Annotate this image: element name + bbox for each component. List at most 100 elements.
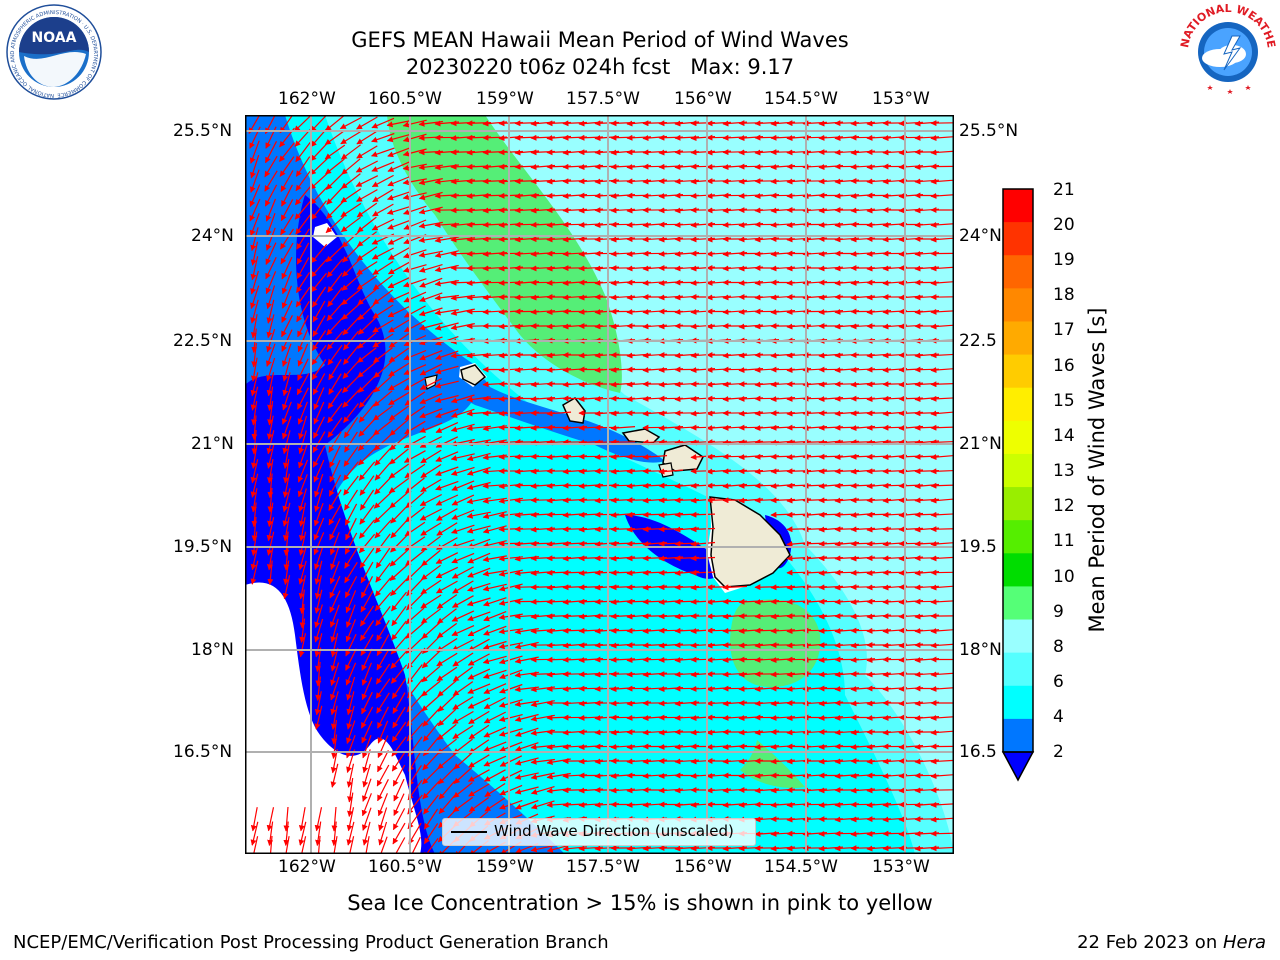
wind-wave-arrow xyxy=(387,191,411,201)
wind-wave-arrow xyxy=(250,357,258,382)
wind-wave-arrow xyxy=(280,213,294,236)
wind-wave-arrow xyxy=(341,303,361,320)
wind-wave-arrow xyxy=(356,261,378,275)
wind-wave-arrow xyxy=(340,144,361,160)
wind-wave-arrow xyxy=(264,141,278,164)
wind-wave-arrow xyxy=(402,192,427,200)
colorbar-tick: 17 xyxy=(1053,320,1075,340)
wind-wave-arrow xyxy=(327,344,343,366)
colorbar-tick: 8 xyxy=(1053,637,1064,657)
wind-wave-arrow xyxy=(403,205,427,215)
wind-wave-arrow xyxy=(309,157,329,176)
wind-wave-arrow xyxy=(266,285,276,310)
wind-wave-arrow xyxy=(418,264,443,273)
wind-wave-arrow xyxy=(387,161,411,172)
wind-wave-arrow xyxy=(372,203,394,217)
wind-wave-arrow xyxy=(266,357,276,382)
wind-wave-arrow xyxy=(930,149,956,156)
wind-wave-arrow xyxy=(325,158,345,175)
wind-wave-arrow xyxy=(265,212,276,237)
wind-wave-arrow xyxy=(294,185,312,206)
wind-wave-arrow xyxy=(357,317,377,335)
colorbar-cell xyxy=(1003,619,1033,654)
colorbar-cell xyxy=(1003,586,1033,621)
wind-wave-arrow xyxy=(310,142,328,162)
wind-wave-arrow xyxy=(387,291,411,303)
wind-wave-arrow xyxy=(326,186,344,205)
wind-wave-arrow xyxy=(324,130,346,145)
wind-wave-arrow xyxy=(341,173,361,189)
wind-wave-arrow xyxy=(372,289,394,305)
wind-wave-arrow xyxy=(328,373,342,395)
footer-credit: NCEP/EMC/Verification Post Processing Pr… xyxy=(13,932,609,953)
wind-wave-arrow xyxy=(326,316,344,336)
lat-label-left: 22.5°N xyxy=(173,331,233,351)
wind-wave-arrow xyxy=(249,213,260,237)
wind-wave-arrow xyxy=(325,215,345,234)
wind-wave-arrow xyxy=(297,343,309,367)
wind-wave-arrow xyxy=(296,300,310,323)
colorbar-cell xyxy=(1003,718,1033,753)
wind-wave-arrow xyxy=(388,319,410,333)
wind-wave-arrow xyxy=(295,170,311,192)
wind-wave-arrow xyxy=(266,314,275,339)
wind-wave-arrow xyxy=(279,228,295,250)
lat-label-right: 21°N xyxy=(959,434,1002,454)
wind-wave-arrow xyxy=(930,323,956,330)
wind-wave-arrow xyxy=(250,285,260,309)
wind-wave-arrow xyxy=(325,244,345,263)
wind-wave-arrow xyxy=(282,357,291,382)
wind-wave-arrow xyxy=(296,228,310,250)
lat-label-left: 24°N xyxy=(191,226,234,246)
wind-wave-arrow xyxy=(356,130,378,145)
wind-wave-arrow xyxy=(281,256,293,280)
wind-wave-arrow xyxy=(357,347,377,363)
lat-label-right: 19.5 xyxy=(959,537,997,557)
wind-wave-arrow xyxy=(387,305,411,318)
wind-wave-arrow xyxy=(296,242,310,265)
wind-wave-arrow xyxy=(356,231,377,247)
colorbar-tick: 13 xyxy=(1053,461,1075,481)
legend-line-swatch xyxy=(451,831,487,833)
wind-wave-arrow xyxy=(325,114,345,132)
wind-wave-arrow xyxy=(387,247,410,260)
wind-wave-arrow xyxy=(403,249,427,259)
wind-wave-arrow xyxy=(311,272,327,293)
wind-wave-arrow xyxy=(372,260,394,276)
wind-wave-arrow xyxy=(342,360,360,379)
wind-wave-arrow xyxy=(419,350,443,361)
lat-label-left: 21°N xyxy=(191,434,234,454)
wind-wave-arrow xyxy=(311,200,327,220)
wind-wave-arrow xyxy=(930,178,956,185)
wind-wave-arrow xyxy=(403,364,427,375)
lon-label-top: 156°W xyxy=(674,89,732,109)
wind-wave-arrow xyxy=(930,367,956,373)
wind-wave-arrow xyxy=(265,271,277,295)
wind-wave-arrow xyxy=(311,359,327,380)
colorbar-tick: 20 xyxy=(1053,215,1075,235)
colorbar-tick: 4 xyxy=(1053,707,1064,727)
molokai-island xyxy=(621,428,661,444)
wind-wave-arrow xyxy=(387,276,411,289)
wind-wave-arrow xyxy=(312,300,326,323)
wind-wave-arrow xyxy=(419,292,443,303)
wind-wave-arrow xyxy=(340,202,362,218)
wind-wave-arrow xyxy=(281,271,292,295)
wind-wave-arrow xyxy=(403,349,427,361)
sea-ice-note: Sea Ice Concentration > 15% is shown in … xyxy=(347,891,933,915)
footer-date-text: 22 Feb 2023 on xyxy=(1077,932,1223,953)
wind-wave-arrow xyxy=(930,526,956,533)
lon-label-bottom: 160.5°W xyxy=(368,857,442,877)
lat-label-right: 24°N xyxy=(959,226,1002,246)
colorbar-cell xyxy=(1003,487,1033,521)
wind-wave-arrow xyxy=(388,347,410,363)
wind-wave-arrow xyxy=(388,377,410,391)
colorbar-cell xyxy=(1003,354,1033,389)
lon-label-bottom: 153°W xyxy=(872,857,930,877)
colorbar-cell xyxy=(1003,288,1033,322)
wind-wave-arrow xyxy=(356,189,378,202)
lat-label-right: 18°N xyxy=(959,640,1002,660)
wind-wave-arrow xyxy=(281,315,293,338)
wind-wave-arrow xyxy=(418,307,443,317)
colorbar xyxy=(1000,186,1040,786)
